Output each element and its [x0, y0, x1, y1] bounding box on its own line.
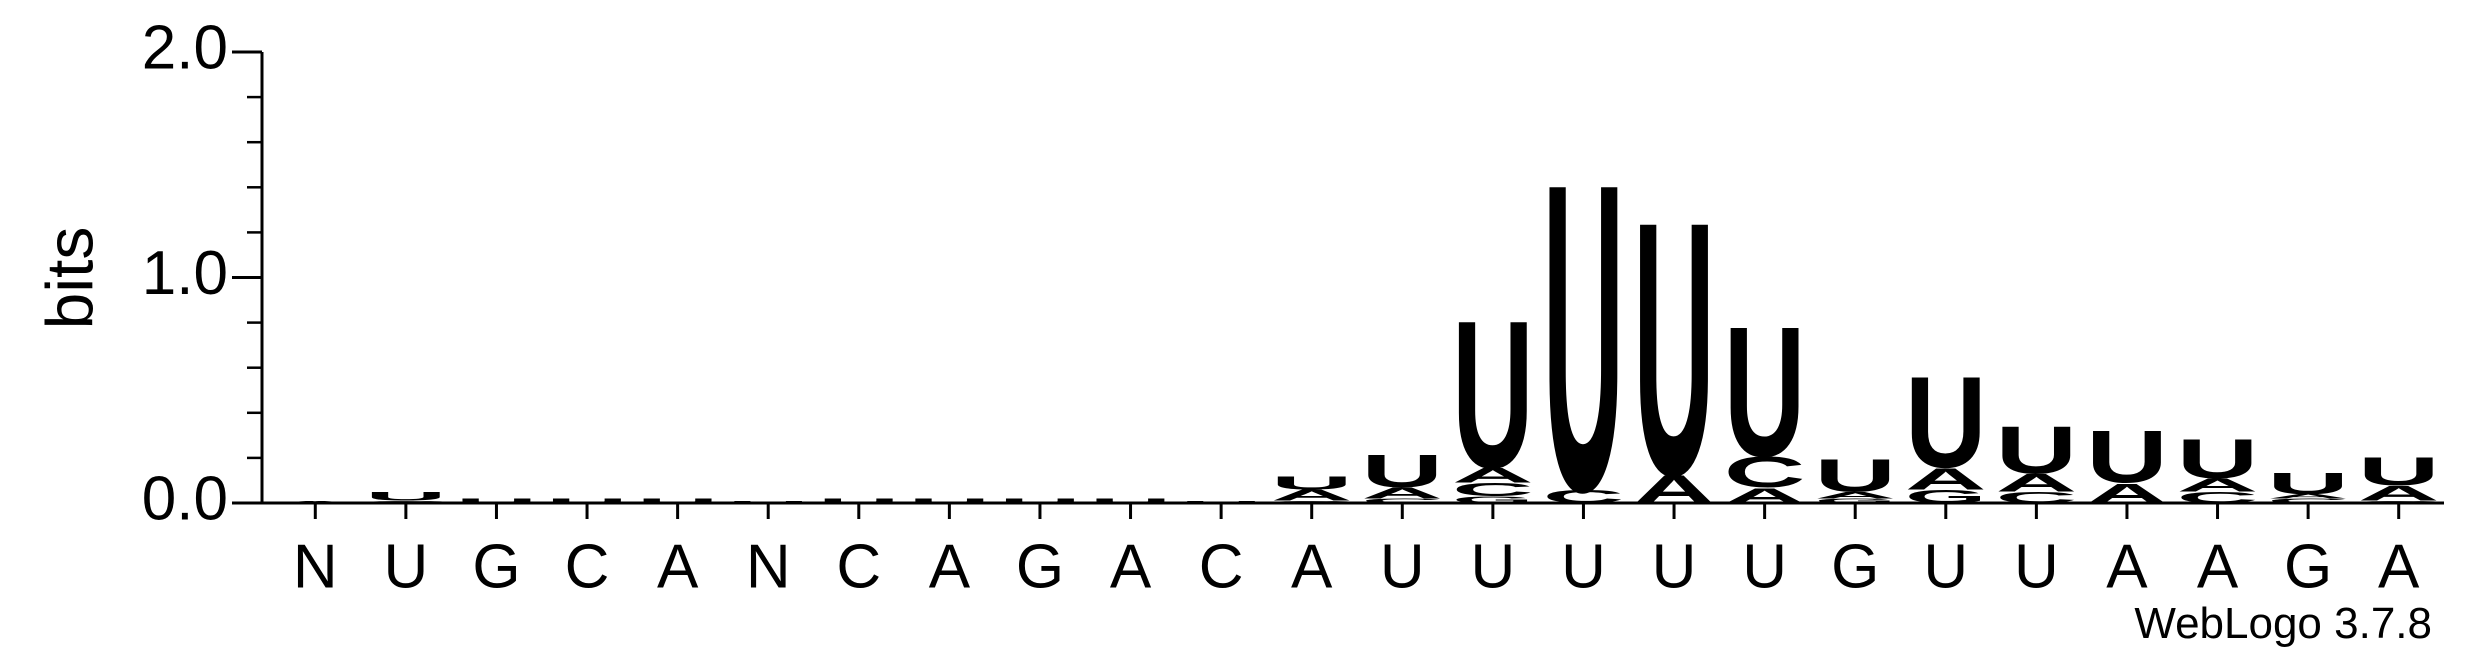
- x-tick-label: A: [929, 532, 971, 601]
- logo-letter: U: [1814, 450, 1896, 502]
- x-tick-label: U: [383, 532, 428, 601]
- logo-letter: U: [1452, 276, 1534, 512]
- x-tick-label: A: [657, 532, 699, 601]
- logo-letter: C: [365, 500, 447, 503]
- x-tick-label: G: [472, 532, 520, 601]
- logo-letter: U: [1271, 473, 1353, 494]
- logo-letter: U: [1543, 92, 1625, 582]
- x-tick-label: C: [1199, 532, 1244, 601]
- logo-letter: A: [1633, 466, 1715, 511]
- logo-letter: U: [2177, 428, 2259, 491]
- logo-letter: A: [1362, 485, 1444, 502]
- logo-letter: G: [1905, 486, 1987, 507]
- logo-letter: C: [1724, 449, 1806, 497]
- logo-letter: A: [2086, 478, 2168, 509]
- x-tick-label: N: [293, 532, 338, 601]
- logo-letter: A: [2358, 481, 2440, 505]
- x-tick-label: U: [1742, 532, 1787, 601]
- logo-letter: U: [1905, 349, 1987, 494]
- x-tick-label: U: [1652, 532, 1697, 601]
- x-tick-label: A: [2106, 532, 2148, 601]
- y-axis-label: bits: [32, 227, 106, 330]
- logo-letter: U: [999, 497, 1081, 504]
- logo-letter: U: [456, 497, 538, 504]
- logo-letter: U: [1633, 146, 1715, 551]
- logo-letter: U: [1180, 500, 1262, 503]
- logo-letter: U: [818, 497, 900, 504]
- logo-letter: U: [2358, 448, 2440, 493]
- y-tick-label: 1.0: [142, 239, 228, 308]
- logo-letter: U: [2086, 417, 2168, 499]
- logo-letter: G: [1452, 495, 1534, 505]
- logo-letter: U: [1362, 446, 1444, 498]
- logo-letter: U: [909, 497, 991, 504]
- x-tick-label: U: [1561, 532, 1606, 601]
- x-tick-label: N: [746, 532, 791, 601]
- logo-letter: U: [1090, 497, 1172, 504]
- x-tick-label: A: [1291, 532, 1333, 601]
- logo-letter: C: [2358, 500, 2440, 503]
- footer: WebLogo 3.7.8: [2134, 599, 2432, 648]
- x-tick-label: C: [836, 532, 881, 601]
- x-tick-label: U: [1923, 532, 1968, 601]
- logo-letter: C: [2267, 497, 2349, 504]
- logo-letter: A: [1814, 490, 1896, 500]
- x-tick-label: U: [1470, 532, 1515, 601]
- logo-letter: A: [1724, 484, 1806, 508]
- logo-letter: U: [637, 497, 719, 504]
- x-tick-label: U: [2014, 532, 2059, 601]
- logo-letter: C: [1362, 497, 1444, 504]
- x-tick-label: G: [1016, 532, 1064, 601]
- x-tick-label: C: [565, 532, 610, 601]
- logo-letter: A: [2177, 475, 2259, 496]
- logo-letter: A: [2267, 493, 2349, 500]
- logo-letter: A: [1905, 461, 1987, 496]
- x-tick-label: A: [1110, 532, 1152, 601]
- x-tick-label: G: [1831, 532, 1879, 601]
- logo-letter: G: [1814, 497, 1896, 504]
- logo-letter: C: [1271, 500, 1353, 503]
- logo-letter: C: [1543, 486, 1625, 507]
- y-tick-label: 2.0: [142, 13, 228, 82]
- logo-letter: C: [2177, 489, 2259, 506]
- logo-letter: A: [1996, 470, 2078, 498]
- logo-letter: U: [1724, 288, 1806, 496]
- logo-letter: C: [1452, 480, 1534, 501]
- x-tick-label: A: [2197, 532, 2239, 601]
- logo-letter: U: [727, 500, 809, 503]
- logo-letter: A: [1271, 487, 1353, 504]
- x-tick-label: A: [2378, 532, 2420, 601]
- logo-letter: A: [275, 500, 357, 503]
- x-tick-label: U: [1380, 532, 1425, 601]
- logo-letter: U: [1996, 412, 2078, 488]
- y-tick-label: 0.0: [142, 464, 228, 533]
- x-tick-label: G: [2284, 532, 2332, 601]
- logo-letter: A: [1452, 463, 1534, 487]
- logo-letter: U: [365, 490, 447, 504]
- logo-letter: U: [546, 497, 628, 504]
- logo-letter: U: [2267, 466, 2349, 501]
- logo-letter: C: [1996, 489, 2078, 506]
